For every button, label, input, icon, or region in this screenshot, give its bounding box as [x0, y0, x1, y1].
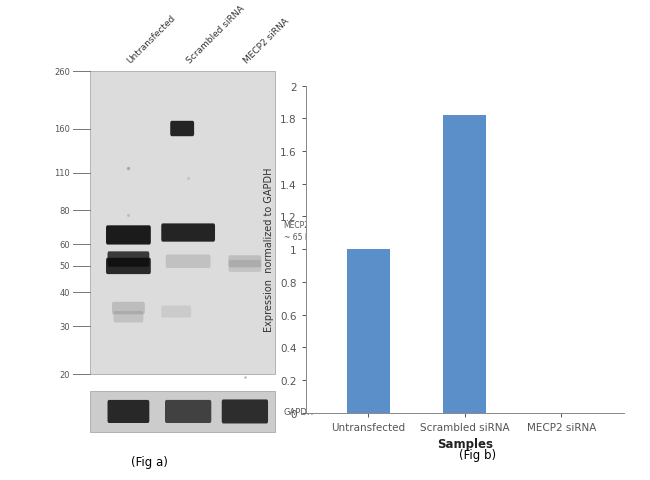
FancyBboxPatch shape: [161, 224, 215, 242]
Y-axis label: Expression  normalized to GAPDH: Expression normalized to GAPDH: [265, 168, 274, 332]
FancyBboxPatch shape: [165, 400, 211, 423]
Text: 160: 160: [55, 125, 70, 134]
FancyBboxPatch shape: [112, 302, 145, 315]
Text: 260: 260: [55, 68, 70, 76]
FancyBboxPatch shape: [107, 252, 150, 267]
FancyBboxPatch shape: [106, 226, 151, 245]
FancyBboxPatch shape: [228, 256, 261, 268]
Text: 30: 30: [60, 322, 70, 331]
X-axis label: Samples: Samples: [437, 437, 493, 450]
FancyBboxPatch shape: [106, 258, 151, 275]
FancyBboxPatch shape: [222, 399, 268, 423]
Text: 80: 80: [60, 206, 70, 216]
Text: 20: 20: [60, 370, 70, 379]
Text: MECP2 siRNA: MECP2 siRNA: [242, 16, 291, 65]
Bar: [346, 250, 390, 413]
Text: Untransfected: Untransfected: [125, 13, 177, 65]
FancyBboxPatch shape: [114, 312, 144, 323]
Text: 50: 50: [60, 262, 70, 271]
FancyBboxPatch shape: [161, 306, 191, 318]
Text: Scrambled siRNA: Scrambled siRNA: [185, 3, 246, 65]
FancyBboxPatch shape: [170, 121, 194, 137]
Text: 40: 40: [60, 288, 70, 297]
Text: (Fig b): (Fig b): [459, 448, 497, 461]
Text: 110: 110: [55, 169, 70, 178]
Bar: [90, 72, 275, 374]
Text: (Fig a): (Fig a): [131, 455, 168, 468]
Bar: [90, 391, 275, 432]
Text: MECP2
~ 65 kDa: MECP2 ~ 65 kDa: [283, 220, 320, 241]
FancyBboxPatch shape: [166, 255, 211, 268]
FancyBboxPatch shape: [228, 260, 261, 272]
Text: GAPDH: GAPDH: [283, 407, 314, 416]
Text: 60: 60: [60, 240, 70, 250]
Bar: [443, 116, 486, 413]
FancyBboxPatch shape: [107, 400, 150, 423]
